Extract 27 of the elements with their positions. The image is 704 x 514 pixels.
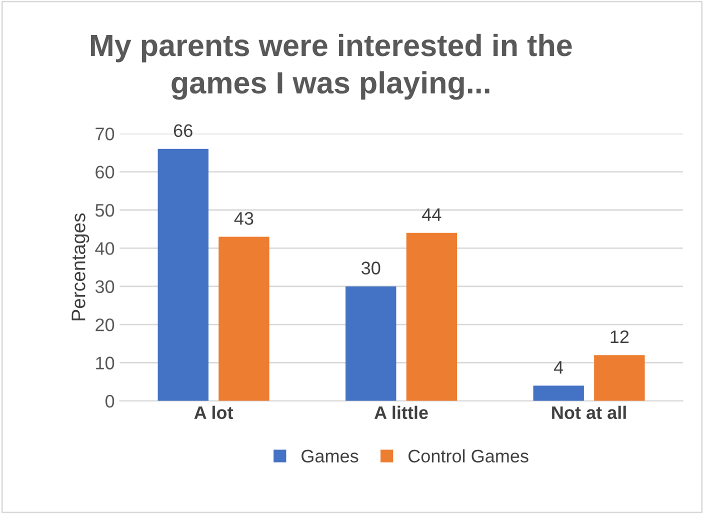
- x-tick-label: A lot: [194, 406, 234, 420]
- y-tick-label: 20: [96, 318, 114, 332]
- data-label: 4: [554, 361, 564, 374]
- bar: [406, 232, 458, 401]
- bar: [594, 355, 645, 401]
- chart-title: My parents were interested in the games I was playing...: [90, 34, 572, 100]
- x-tick-label: A little: [374, 406, 428, 420]
- legend-label: Games: [302, 450, 358, 463]
- x-tick-label: Not at all: [552, 406, 626, 420]
- y-tick-label: 0: [105, 394, 114, 408]
- y-tick-label: 40: [95, 242, 114, 255]
- bar: [218, 236, 270, 401]
- data-label: 66: [174, 124, 192, 138]
- legend-label: Control Games: [408, 449, 528, 463]
- y-tick-label: 60: [96, 166, 114, 179]
- y-tick-label: 30: [95, 280, 114, 294]
- bar: [158, 148, 208, 401]
- data-label: 43: [234, 212, 254, 225]
- data-label: 12: [610, 330, 629, 344]
- y-tick-label: 70: [96, 128, 114, 140]
- y-tick-label: 50: [95, 204, 114, 217]
- bar: [346, 286, 396, 401]
- y-axis-title: Percentages: [72, 213, 90, 320]
- data-label: 44: [422, 208, 442, 221]
- y-tick-label: 10: [96, 356, 114, 370]
- data-label: 30: [362, 262, 380, 274]
- bar: [533, 386, 584, 401]
